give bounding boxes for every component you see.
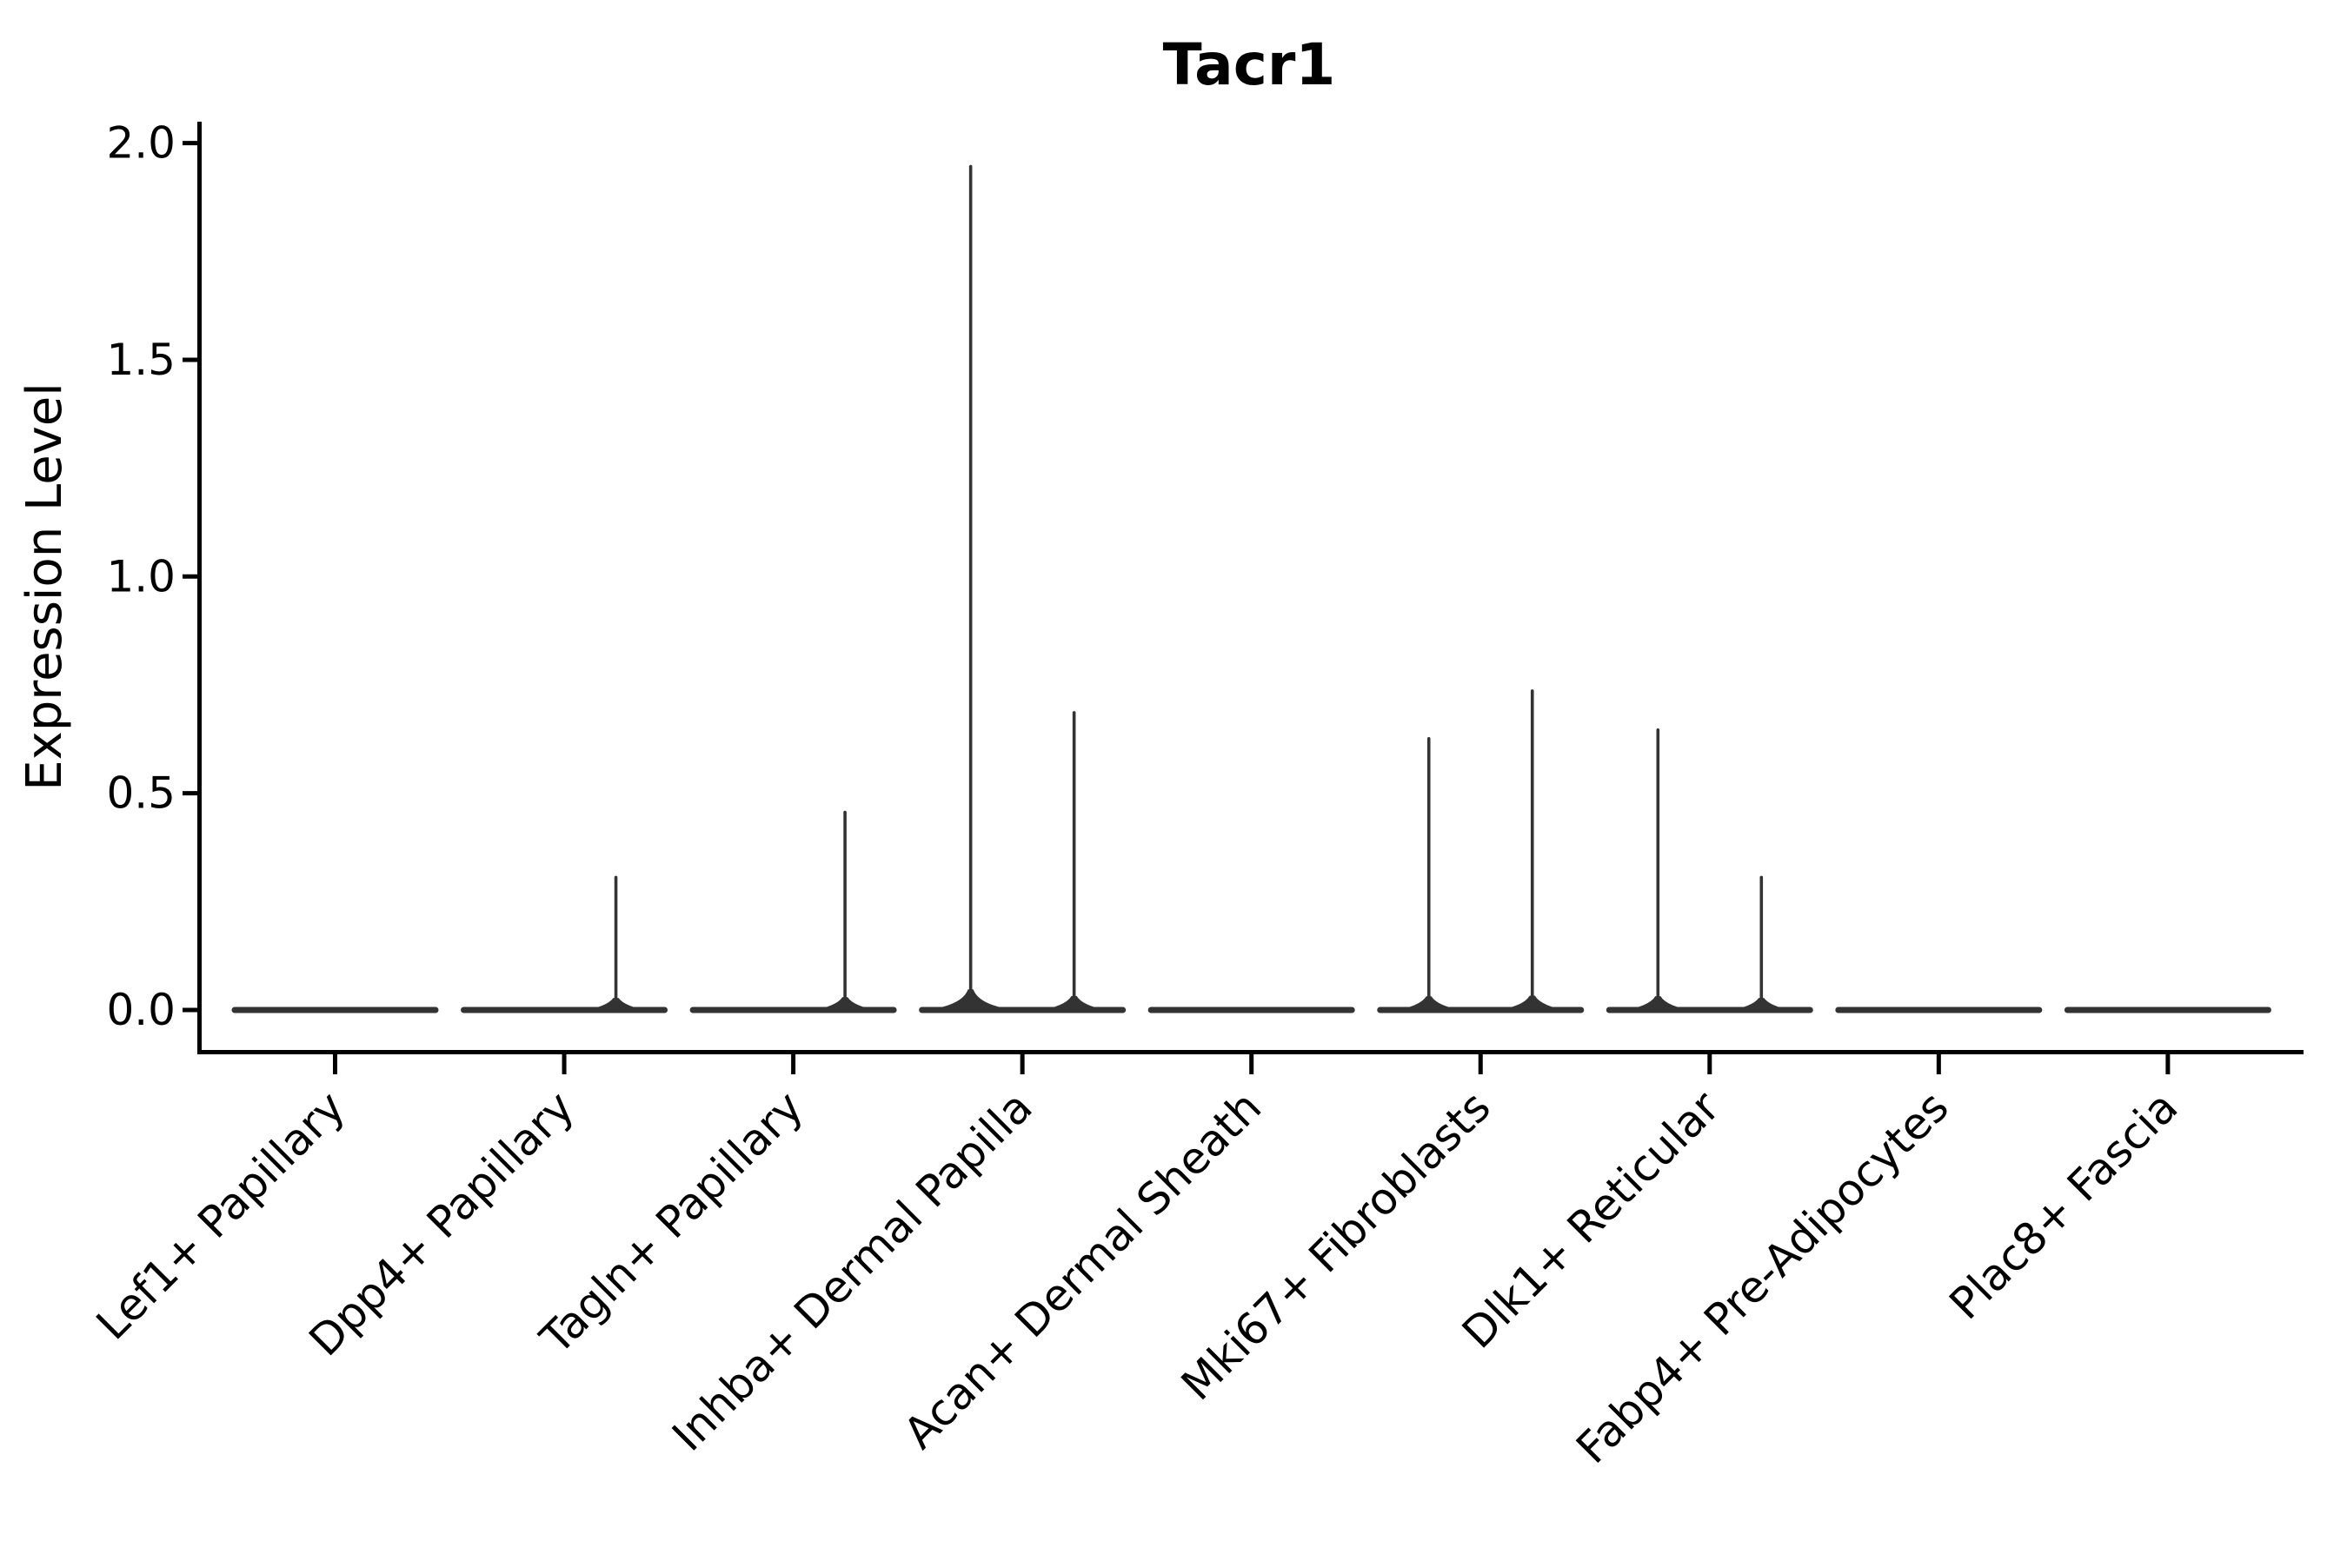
violin-group	[1147, 1007, 1355, 1013]
violin-body	[1377, 1007, 1585, 1013]
violin-body	[689, 1007, 897, 1013]
violin-group	[689, 810, 897, 1013]
violin-body	[1147, 1007, 1355, 1013]
violin-body	[1606, 1007, 1813, 1013]
violin-body	[231, 1007, 439, 1013]
violin-group	[1377, 689, 1585, 1013]
x-tick-label: Fabp4+ Pre-Adipocytes	[1566, 1081, 1958, 1473]
y-tick-label: 1.5	[106, 335, 176, 385]
violin-body	[461, 1007, 668, 1013]
violin-group	[2064, 1007, 2271, 1013]
y-tick-label: 0.0	[106, 985, 176, 1035]
x-tick-label: Lef1+ Papillary	[87, 1081, 355, 1349]
violin-group	[1606, 728, 1813, 1013]
violin-group	[231, 1007, 439, 1013]
violin-group	[919, 164, 1127, 1013]
y-axis-label: Expression Level	[17, 382, 73, 791]
x-tick-label: Plac8+ Fascia	[1940, 1081, 2188, 1329]
violins	[231, 164, 2271, 1013]
violin-group	[1835, 1007, 2043, 1013]
violin-group	[461, 875, 668, 1013]
y-tick-label: 0.5	[106, 768, 176, 819]
violin-body	[1835, 1007, 2043, 1013]
plot-title: Tacr1	[1163, 31, 1336, 98]
y-tick-label: 1.0	[106, 551, 176, 601]
y-tick-label: 2.0	[106, 118, 176, 169]
violin-body	[2064, 1007, 2271, 1013]
violin-body	[919, 1007, 1127, 1013]
